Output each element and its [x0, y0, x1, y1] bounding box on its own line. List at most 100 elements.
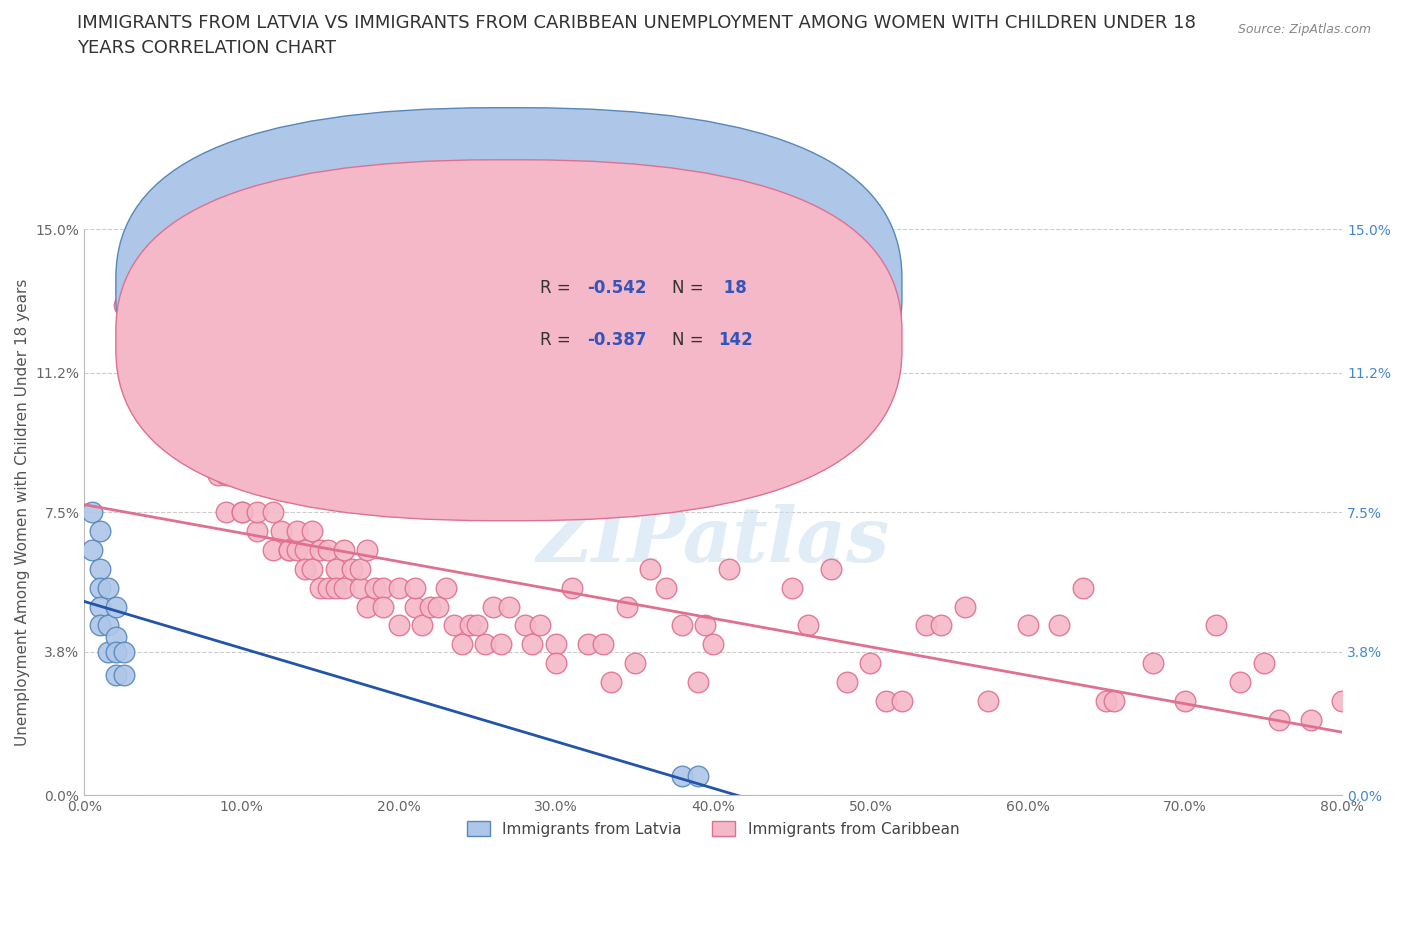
Point	[183, 430, 205, 445]
Text: ZIPatlas: ZIPatlas	[537, 503, 890, 578]
Point	[371, 580, 394, 595]
Point	[285, 524, 308, 538]
Point	[136, 259, 159, 274]
Point	[104, 599, 127, 614]
Point	[333, 542, 356, 557]
FancyBboxPatch shape	[115, 108, 901, 469]
FancyBboxPatch shape	[449, 246, 827, 371]
Point	[835, 674, 858, 689]
Point	[215, 505, 238, 520]
Point	[112, 644, 135, 659]
Point	[97, 644, 120, 659]
Point	[592, 637, 614, 652]
Point	[489, 637, 512, 652]
Point	[1071, 580, 1094, 595]
Point	[207, 467, 229, 482]
Point	[695, 618, 717, 633]
Point	[294, 542, 316, 557]
Point	[467, 618, 489, 633]
Point	[458, 618, 481, 633]
Point	[600, 674, 623, 689]
Point	[859, 656, 882, 671]
Text: IMMIGRANTS FROM LATVIA VS IMMIGRANTS FROM CARIBBEAN UNEMPLOYMENT AMONG WOMEN WIT: IMMIGRANTS FROM LATVIA VS IMMIGRANTS FRO…	[77, 14, 1197, 32]
Point	[1253, 656, 1275, 671]
Point	[246, 505, 269, 520]
Point	[371, 599, 394, 614]
Point	[301, 562, 323, 577]
Point	[717, 562, 740, 577]
Point	[349, 562, 371, 577]
Point	[301, 524, 323, 538]
Text: R =: R =	[540, 279, 575, 298]
Point	[780, 580, 803, 595]
Point	[686, 674, 709, 689]
Point	[404, 580, 426, 595]
Point	[576, 637, 599, 652]
Point	[277, 542, 299, 557]
Point	[450, 637, 472, 652]
Point	[544, 637, 567, 652]
Point	[1331, 694, 1354, 709]
Text: R =: R =	[540, 331, 575, 350]
Point	[325, 562, 347, 577]
Point	[914, 618, 936, 633]
Point	[356, 542, 378, 557]
Point	[702, 637, 724, 652]
Point	[254, 467, 277, 482]
Point	[316, 580, 339, 595]
Point	[89, 524, 111, 538]
Point	[356, 599, 378, 614]
Text: 142: 142	[718, 331, 754, 350]
Point	[1142, 656, 1164, 671]
Point	[1102, 694, 1125, 709]
Point	[325, 580, 347, 595]
Point	[671, 618, 693, 633]
Point	[89, 562, 111, 577]
Point	[89, 599, 111, 614]
Point	[191, 410, 214, 425]
Point	[434, 580, 457, 595]
Point	[796, 618, 818, 633]
Point	[388, 580, 411, 595]
Point	[262, 505, 284, 520]
Point	[198, 448, 221, 463]
Point	[309, 542, 332, 557]
Text: N =: N =	[672, 331, 709, 350]
Point	[294, 562, 316, 577]
Point	[1229, 674, 1251, 689]
Point	[309, 580, 332, 595]
Point	[1095, 694, 1118, 709]
Point	[623, 656, 645, 671]
Point	[112, 298, 135, 312]
Point	[340, 562, 363, 577]
Point	[112, 667, 135, 682]
Point	[474, 637, 496, 652]
Point	[82, 542, 104, 557]
Point	[655, 580, 678, 595]
Point	[522, 637, 544, 652]
Legend: Immigrants from Latvia, Immigrants from Caribbean: Immigrants from Latvia, Immigrants from …	[460, 813, 967, 844]
Text: -0.542: -0.542	[588, 279, 647, 298]
Text: Source: ZipAtlas.com: Source: ZipAtlas.com	[1237, 23, 1371, 36]
Point	[427, 599, 450, 614]
Point	[671, 769, 693, 784]
Point	[104, 644, 127, 659]
Point	[419, 599, 441, 614]
Point	[443, 618, 465, 633]
Point	[1205, 618, 1227, 633]
Point	[544, 656, 567, 671]
Point	[640, 562, 662, 577]
Point	[953, 599, 976, 614]
Point	[89, 618, 111, 633]
Point	[97, 618, 120, 633]
Text: -0.387: -0.387	[588, 331, 647, 350]
Point	[215, 467, 238, 482]
Point	[333, 580, 356, 595]
Point	[349, 580, 371, 595]
Point	[1268, 712, 1291, 727]
Point	[270, 524, 292, 538]
Point	[285, 542, 308, 557]
Point	[1174, 694, 1197, 709]
Point	[482, 599, 505, 614]
Point	[561, 580, 583, 595]
